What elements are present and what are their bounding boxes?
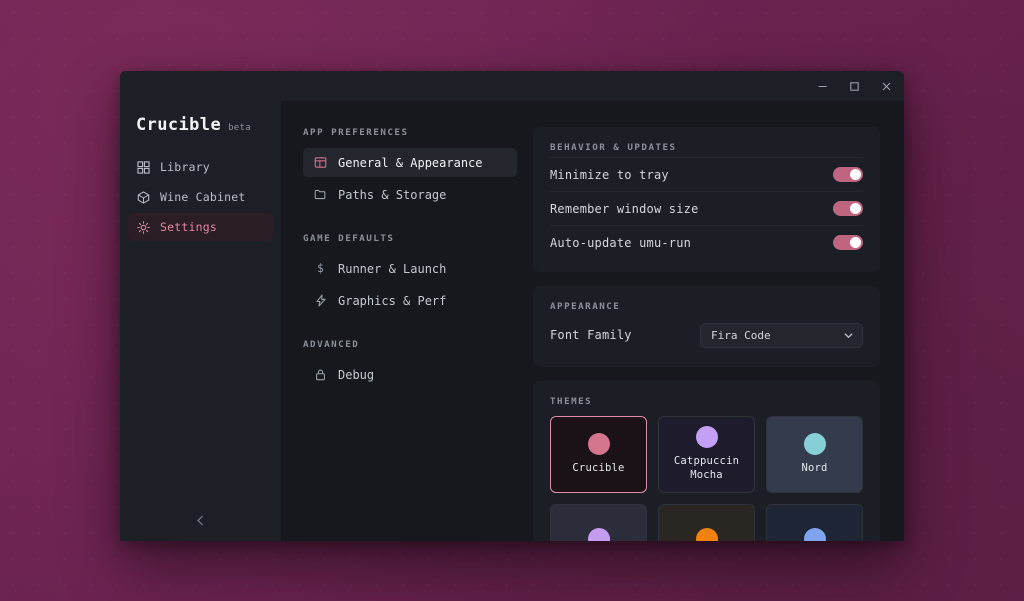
app-brand: Crucible beta [120,103,281,153]
theme-color-dot [587,433,610,456]
card-title: THEMES [550,396,593,407]
theme-name: Crucible [572,462,625,475]
theme-card-5[interactable] [658,504,755,541]
sidebar-nav: Library Wine Cabinet Settings [120,153,281,241]
card-title: APPEARANCE [550,301,621,312]
grid-icon [136,160,150,174]
sidebar-item-settings[interactable]: Settings [128,213,273,241]
chevron-left-icon[interactable] [120,499,281,541]
toggle-knob [850,237,861,248]
chevron-down-icon [843,330,854,341]
app-title: Crucible [136,115,222,135]
setting-label: Minimize to tray [550,167,669,182]
box-icon [136,190,150,204]
minimize-icon[interactable] [806,71,838,101]
beta-badge: beta [228,123,251,133]
themes-card: THEMES Crucible Catppuccin Mocha Nord [533,381,880,541]
lightning-icon [313,294,327,308]
settings-item-label: Paths & Storage [338,187,447,202]
maximize-icon[interactable] [838,71,870,101]
font-family-label: Font Family [550,328,632,342]
theme-color-dot [803,433,826,456]
settings-item-debug[interactable]: Debug [303,360,517,389]
main-content: APP PREFERENCES General & Appearance Pat… [281,101,904,541]
theme-name: Nord [801,462,828,475]
folder-icon [313,188,327,202]
title-bar[interactable] [120,71,904,101]
font-family-select[interactable]: Fira Code [700,322,863,348]
setting-row-remember-window-size: Remember window size [550,191,863,225]
minimize-to-tray-toggle[interactable] [833,167,863,182]
settings-item-label: General & Appearance [338,155,483,170]
terminal-dollar-icon: $ [313,262,327,276]
font-family-value: Fira Code [711,328,771,342]
theme-card-4[interactable] [550,504,647,541]
toggle-knob [850,169,861,180]
sidebar-item-wine-cabinet[interactable]: Wine Cabinet [128,183,273,211]
theme-card-6[interactable] [766,504,863,541]
window-body: Crucible beta Library Wine Cabinet [120,101,904,541]
settings-item-runner-launch[interactable]: $ Runner & Launch [303,254,517,283]
theme-card-crucible[interactable]: Crucible [550,416,647,493]
theme-color-dot [587,528,610,541]
behavior-updates-card: BEHAVIOR & UPDATES Minimize to tray Reme… [533,127,880,272]
remember-window-size-toggle[interactable] [833,201,863,216]
setting-label: Auto-update umu-run [550,235,692,250]
settings-item-label: Debug [338,367,375,382]
toggle-knob [850,203,861,214]
card-title: BEHAVIOR & UPDATES [550,142,677,153]
settings-item-label: Graphics & Perf [338,293,447,308]
sidebar-item-label: Settings [160,220,217,234]
settings-item-label: Runner & Launch [338,261,447,276]
settings-panel: BEHAVIOR & UPDATES Minimize to tray Reme… [533,101,904,541]
theme-card-catppuccin-mocha[interactable]: Catppuccin Mocha [658,416,755,493]
settings-item-general-appearance[interactable]: General & Appearance [303,148,517,177]
theme-color-dot [695,528,718,541]
svg-text:$: $ [317,262,324,275]
lock-icon [313,368,327,382]
crucible-app-window: Crucible beta Library Wine Cabinet [120,71,904,541]
settings-item-paths-storage[interactable]: Paths & Storage [303,180,517,209]
theme-color-dot [695,426,718,449]
themes-grid: Crucible Catppuccin Mocha Nord [550,416,863,541]
theme-card-nord[interactable]: Nord [766,416,863,493]
sidebar-item-library[interactable]: Library [128,153,273,181]
settings-group-label: ADVANCED [303,339,360,350]
setting-row-auto-update-umu-run: Auto-update umu-run [550,225,863,259]
theme-name: Catppuccin Mocha [673,455,740,481]
theme-color-dot [803,528,826,541]
auto-update-umu-run-toggle[interactable] [833,235,863,250]
font-family-row: Font Family Fira Code [550,316,863,354]
settings-nav-column: APP PREFERENCES General & Appearance Pat… [281,101,533,541]
primary-sidebar: Crucible beta Library Wine Cabinet [120,101,281,541]
setting-row-minimize-to-tray: Minimize to tray [550,157,863,191]
window-icon [313,156,327,170]
close-icon[interactable] [870,71,902,101]
sidebar-item-label: Wine Cabinet [160,190,246,204]
settings-group-label: APP PREFERENCES [303,127,409,138]
settings-group-label: GAME DEFAULTS [303,233,395,244]
sidebar-item-label: Library [160,160,210,174]
sidebar-spacer [120,241,281,499]
settings-item-graphics-perf[interactable]: Graphics & Perf [303,286,517,315]
appearance-card: APPEARANCE Font Family Fira Code [533,286,880,367]
setting-label: Remember window size [550,201,699,216]
gear-icon [136,220,150,234]
